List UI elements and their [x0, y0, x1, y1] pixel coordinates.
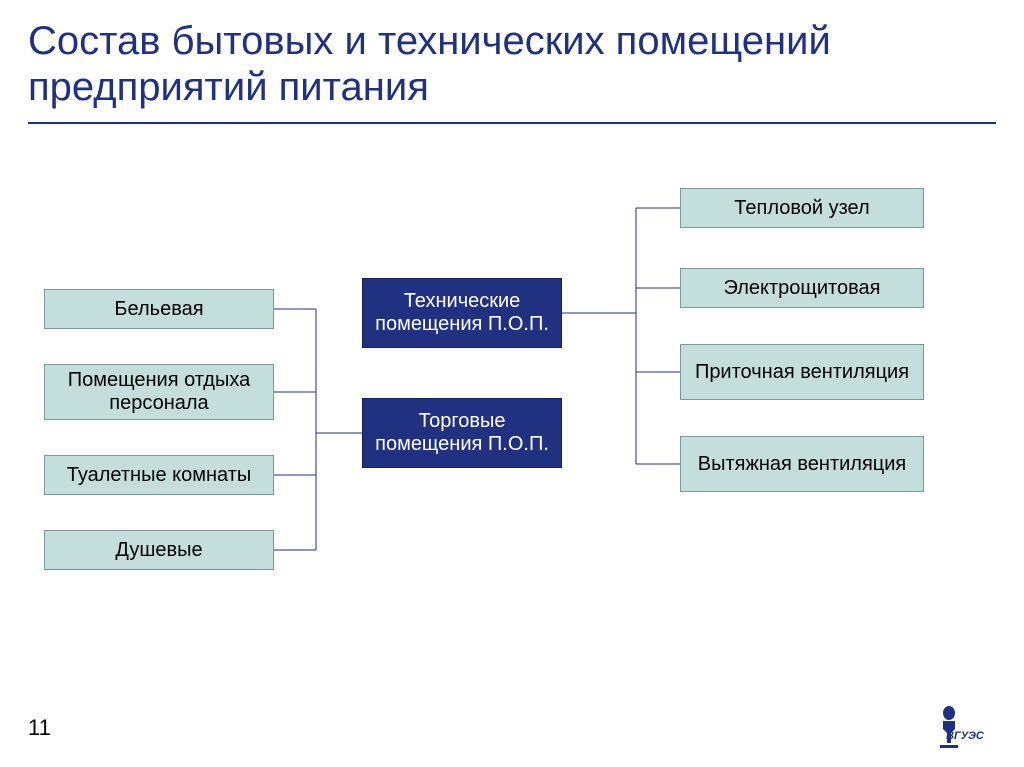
right-box-2: Электрощитовая: [680, 268, 924, 308]
page-number: 11: [28, 715, 51, 741]
right-box-3: Приточная вентиляция: [680, 344, 924, 400]
center-box-2: Торговые помещения П.О.П.: [362, 398, 562, 468]
title-underline: [28, 122, 996, 124]
svg-text:ВГУЭС: ВГУЭС: [946, 730, 985, 742]
left-box-1: Бельевая: [44, 289, 274, 329]
left-box-4: Душевые: [44, 530, 274, 570]
left-box-2: Помещения отдыха персонала: [44, 364, 274, 420]
center-box-1: Технические помещения П.О.П.: [362, 278, 562, 348]
slide: Состав бытовых и технических помещений п…: [0, 0, 1024, 767]
right-box-4: Вытяжная вентиляция: [680, 436, 924, 492]
right-box-1: Тепловой узел: [680, 188, 924, 228]
left-box-3: Туалетные комнаты: [44, 455, 274, 495]
logo-icon: ВГУЭС: [930, 695, 1002, 749]
logo: ВГУЭС: [930, 695, 1002, 749]
slide-title: Состав бытовых и технических помещений п…: [28, 18, 968, 110]
